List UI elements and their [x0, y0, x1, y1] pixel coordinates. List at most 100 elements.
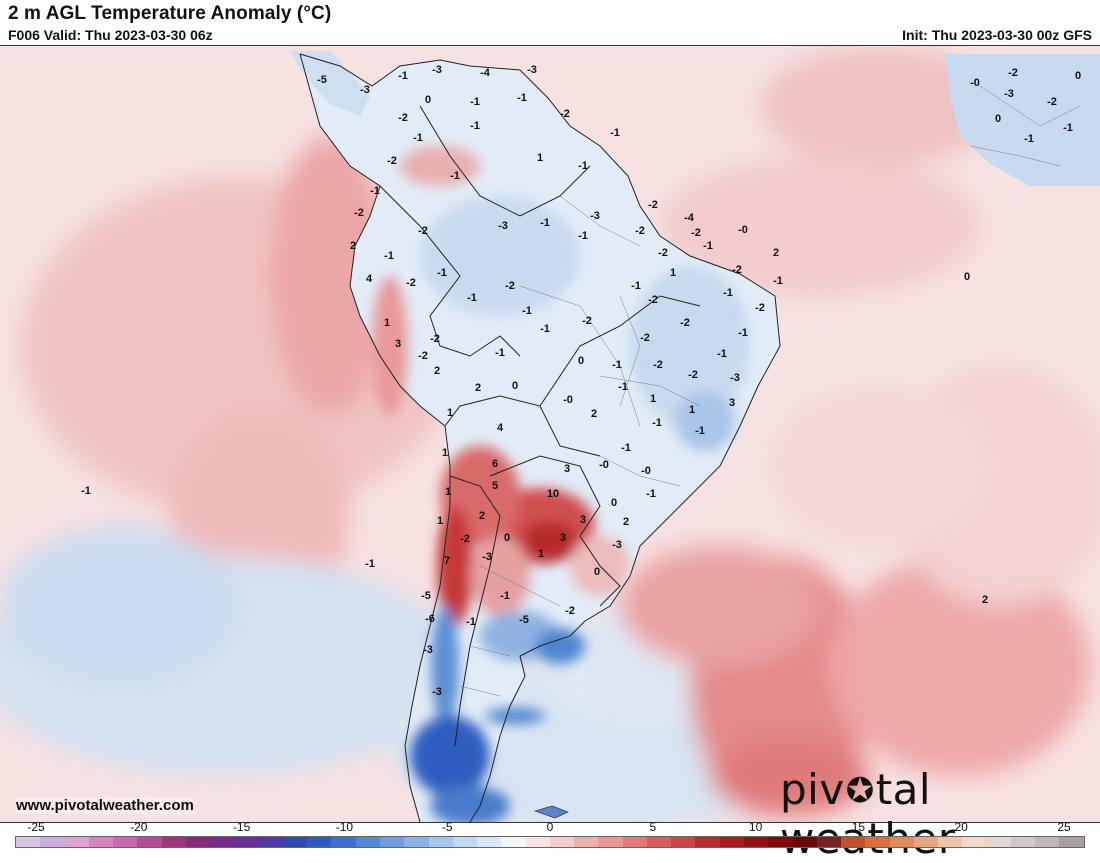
anomaly-value-label: -2 [648, 294, 658, 306]
colorbar-swatch [234, 837, 259, 847]
anomaly-value-label: -2 [406, 277, 416, 289]
anomaly-value-label: -2 [648, 199, 658, 211]
colorbar-tick-label: 15 [851, 820, 866, 834]
anomaly-value-label: -2 [688, 369, 698, 381]
anomaly-value-label: -1 [467, 292, 477, 304]
anomaly-value-label: -1 [450, 170, 460, 182]
anomaly-value-label: 2 [591, 408, 597, 420]
colorbar-tick-label: -20 [130, 820, 148, 834]
anomaly-value-label: -2 [354, 207, 364, 219]
anomaly-value-label: -1 [618, 381, 628, 393]
colorbar-tick-label: -15 [232, 820, 251, 834]
anomaly-value-label: 10 [547, 488, 559, 500]
anomaly-value-label: 0 [425, 94, 431, 106]
anomaly-value-label: 1 [537, 152, 543, 164]
state-borders [459, 85, 1081, 697]
colorbar-tick-label: 0 [546, 820, 554, 834]
anomaly-value-label: -1 [610, 127, 620, 139]
anomaly-value-label: -1 [578, 230, 588, 242]
colorbar-swatch [671, 837, 696, 847]
anomaly-value-label: -1 [738, 327, 748, 339]
colorbar-swatch [379, 837, 405, 847]
anomaly-value-label: -2 [418, 350, 428, 362]
anomaly-value-label: -1 [398, 70, 408, 82]
colorbar-tick-label: 20 [954, 820, 968, 834]
anomaly-value-label: -2 [653, 359, 663, 371]
anomaly-value-label: 2 [479, 510, 485, 522]
anomaly-value-label: -3 [360, 84, 370, 96]
colorbar-tick-label: -25 [27, 820, 45, 834]
anomaly-value-label: -1 [578, 160, 588, 172]
anomaly-value-label: -2 [680, 317, 690, 329]
anomaly-value-label: -5 [519, 614, 529, 626]
anomaly-value-label: -4 [684, 212, 695, 224]
anomaly-value-label: -3 [423, 644, 433, 656]
anomaly-value-label: -1 [1024, 133, 1034, 145]
colorbar-swatch [598, 837, 623, 847]
anomaly-value-label: -2 [387, 155, 397, 167]
anomaly-value-label: -1 [540, 217, 550, 229]
anomaly-value-label: -2 [565, 605, 575, 617]
colorbar-tick-label: 10 [748, 820, 763, 834]
anomaly-value-label: -3 [527, 64, 537, 76]
anomaly-value-label: -4 [480, 67, 491, 79]
colorbar-swatch [938, 837, 963, 847]
anomaly-value-label: 2 [350, 240, 356, 252]
colorbar-swatch [137, 837, 162, 847]
anomaly-value-label: -1 [717, 348, 727, 360]
colorbar-swatch [646, 837, 672, 847]
anomaly-value-label: 0 [995, 113, 1001, 125]
colorbar-swatch [16, 837, 41, 847]
anomaly-value-label: -1 [500, 590, 510, 602]
anomaly-value-label: 1 [670, 267, 676, 279]
anomaly-value-label: -1 [621, 442, 631, 454]
map-title: 2 m AGL Temperature Anomaly (°C) [8, 3, 332, 24]
anomaly-value-label: -2 [658, 247, 668, 259]
anomaly-value-label: -2 [1047, 96, 1057, 108]
anomaly-value-label: -3 [432, 686, 442, 698]
anomaly-value-label: -1 [631, 280, 641, 292]
colorbar-tick-label: 5 [649, 820, 657, 834]
anomaly-value-label: -5 [421, 590, 431, 602]
colorbar-swatch [792, 837, 817, 847]
falkland-islands [534, 805, 569, 819]
colorbar-swatch [695, 837, 720, 847]
colorbar-swatch [743, 837, 769, 847]
anomaly-value-label: -1 [365, 558, 375, 570]
anomaly-value-label: -3 [612, 539, 622, 551]
anomaly-value-label: -1 [495, 347, 505, 359]
colorbar-swatch [210, 837, 235, 847]
anomaly-value-label: -2 [640, 332, 650, 344]
anomaly-value-label: 0 [611, 497, 617, 509]
colorbar-swatch [113, 837, 138, 847]
anomaly-value-label: 1 [437, 515, 443, 527]
colorbar-tick-label: 25 [1057, 820, 1071, 834]
anomaly-value-label: -2 [398, 112, 408, 124]
anomaly-value-label: 1 [445, 486, 451, 498]
anomaly-value-label: -0 [641, 465, 651, 477]
anomaly-value-label: 2 [475, 382, 481, 394]
colorbar-tick-label: -10 [335, 820, 354, 834]
anomaly-value-label: -6 [425, 613, 435, 625]
model-init-time: Init: Thu 2023-03-30 00z GFS [902, 27, 1092, 43]
anomaly-value-label: 0 [964, 271, 970, 283]
anomaly-value-label: -1 [646, 488, 656, 500]
colorbar-swatch [1059, 837, 1084, 847]
anomaly-value-label: 3 [580, 514, 586, 526]
anomaly-value-label: -3 [730, 372, 740, 384]
anomaly-value-label: -1 [1063, 122, 1073, 134]
anomaly-value-label: 0 [578, 355, 584, 367]
ocean-anomaly-field [0, 46, 1100, 822]
anomaly-value-label: -1 [437, 267, 447, 279]
colorbar-swatch [501, 837, 526, 847]
anomaly-value-label: -2 [460, 533, 470, 545]
anomaly-value-label: -3 [432, 64, 442, 76]
south-america-landmass [300, 54, 780, 822]
anomaly-value-label: 0 [504, 532, 510, 544]
colorbar-swatch [64, 837, 89, 847]
anomaly-value-label: -0 [563, 394, 573, 406]
anomaly-value-label: -5 [317, 74, 327, 86]
anomaly-value-label: 0 [594, 566, 600, 578]
anomaly-value-label: -2 [635, 225, 645, 237]
anomaly-value-label: -2 [430, 333, 440, 345]
